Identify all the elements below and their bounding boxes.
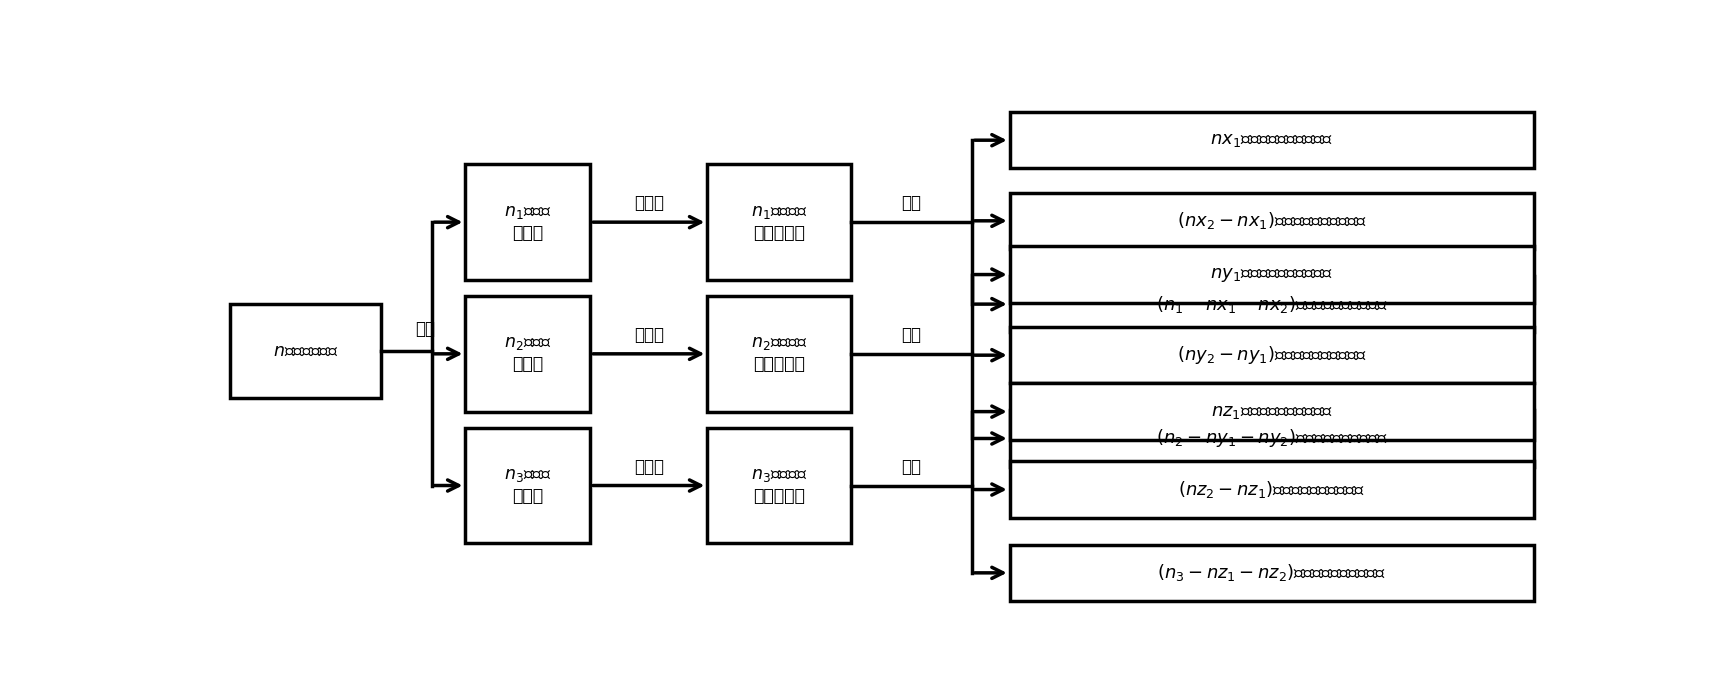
FancyBboxPatch shape xyxy=(707,296,851,412)
FancyBboxPatch shape xyxy=(707,428,851,543)
FancyBboxPatch shape xyxy=(1009,193,1535,249)
Text: $n_3$个俯仰
操纵面: $n_3$个俯仰 操纵面 xyxy=(505,466,551,505)
Text: $(n_3-nz_1-nz_2)$个标称化俯仰辅操纵面: $(n_3-nz_1-nz_2)$个标称化俯仰辅操纵面 xyxy=(1157,563,1385,584)
Text: $(n_1-nx_1-nx_2)$个标称化滚转辅操纵面: $(n_1-nx_1-nx_2)$个标称化滚转辅操纵面 xyxy=(1157,294,1387,315)
Text: $n_1$个滚转
操纵面: $n_1$个滚转 操纵面 xyxy=(505,202,551,242)
FancyBboxPatch shape xyxy=(1009,544,1535,601)
FancyBboxPatch shape xyxy=(707,165,851,280)
Text: $ny_1$个标称化偏航主操纵面: $ny_1$个标称化偏航主操纵面 xyxy=(1210,265,1333,283)
Text: $(ny_2-ny_1)$个标称化偏航副操纵面: $(ny_2-ny_1)$个标称化偏航副操纵面 xyxy=(1177,344,1366,366)
FancyBboxPatch shape xyxy=(465,165,590,280)
Text: $n$个真实操纵面: $n$个真实操纵面 xyxy=(272,342,338,360)
Text: $(nz_2-nz_1)$个标称化俯仰副操纵面: $(nz_2-nz_1)$个标称化俯仰副操纵面 xyxy=(1177,479,1365,500)
Text: 标称化: 标称化 xyxy=(635,195,664,212)
Text: $n_2$个标称化
偏航操纵面: $n_2$个标称化 偏航操纵面 xyxy=(751,334,808,373)
Text: 标称化: 标称化 xyxy=(635,458,664,476)
Text: 分级: 分级 xyxy=(902,326,921,344)
FancyBboxPatch shape xyxy=(1009,276,1535,332)
Text: 分级: 分级 xyxy=(902,458,921,476)
FancyBboxPatch shape xyxy=(1009,461,1535,518)
FancyBboxPatch shape xyxy=(1009,383,1535,440)
Text: $n_3$个标称化
俯仰操纵面: $n_3$个标称化 俯仰操纵面 xyxy=(751,466,808,505)
Text: $nx_1$个标称化滚转主操纵面: $nx_1$个标称化滚转主操纵面 xyxy=(1210,131,1333,149)
FancyBboxPatch shape xyxy=(1009,327,1535,383)
Text: $(nx_2-nx_1)$个标称化滚转副操纵面: $(nx_2-nx_1)$个标称化滚转副操纵面 xyxy=(1177,210,1366,231)
FancyBboxPatch shape xyxy=(1009,246,1535,303)
Text: $(n_2-ny_1-ny_2)$个标称化偏航辅操纵面: $(n_2-ny_1-ny_2)$个标称化偏航辅操纵面 xyxy=(1157,427,1387,450)
FancyBboxPatch shape xyxy=(1009,410,1535,467)
Text: 分类: 分类 xyxy=(414,320,435,338)
Text: $nz_1$个标称化俯仰主操纵面: $nz_1$个标称化俯仰主操纵面 xyxy=(1210,403,1332,421)
Text: $n_2$个偏航
操纵面: $n_2$个偏航 操纵面 xyxy=(505,334,551,373)
FancyBboxPatch shape xyxy=(465,428,590,543)
Text: 分级: 分级 xyxy=(902,195,921,212)
FancyBboxPatch shape xyxy=(465,296,590,412)
FancyBboxPatch shape xyxy=(231,304,381,398)
Text: 标称化: 标称化 xyxy=(635,326,664,344)
Text: $n_1$个标称化
滚转操纵面: $n_1$个标称化 滚转操纵面 xyxy=(751,202,808,242)
FancyBboxPatch shape xyxy=(1009,112,1535,168)
